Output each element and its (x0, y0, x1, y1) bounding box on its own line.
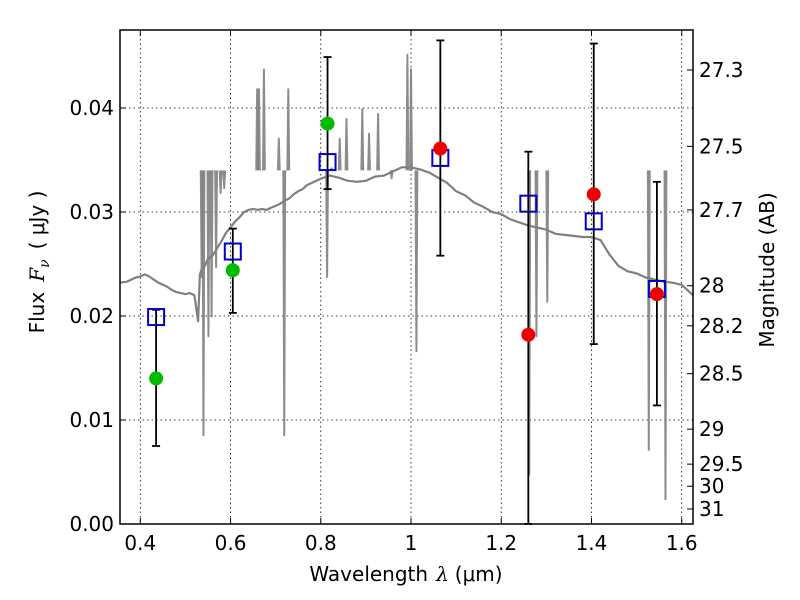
right-tick-label: 27.5 (699, 134, 744, 158)
emission-line (337, 137, 342, 171)
x-tick-label: 1.6 (666, 531, 698, 555)
hst-photometry-point (225, 263, 240, 278)
axes-ticks: 0.4 0.6 0.8 1 1.2 1.4 1.6 0.00 0.01 0.02 0.03 0.04 2… (69, 30, 744, 555)
right-tick-label: 29.5 (699, 452, 744, 476)
emission-line (209, 170, 214, 318)
ir-photometry-point (433, 141, 448, 156)
emission-line (286, 88, 291, 171)
x-tick-label: 0.4 (124, 531, 156, 555)
hst-photometry-point (320, 116, 335, 131)
y-axis-title: FluxFν( μJy ) (25, 191, 53, 334)
emission-line (344, 117, 349, 171)
y-axis-right-title: Magnitude (AB) (755, 192, 779, 347)
right-tick-label: 29 (699, 417, 724, 441)
right-tick-label: 30 (699, 474, 724, 498)
right-tick-label: 28.2 (699, 314, 744, 338)
model-photometry-square (223, 242, 242, 261)
model-photometry-square (519, 194, 538, 213)
y-tick-label: 0.01 (69, 408, 114, 432)
right-tick-label: 28.5 (699, 362, 744, 386)
emission-line (214, 170, 219, 269)
emission-line (276, 137, 281, 171)
x-tick-label: 1.2 (485, 531, 517, 555)
emission-line (201, 170, 206, 437)
y-tick-label: 0.02 (69, 304, 114, 328)
emission-line (545, 170, 550, 303)
model-photometry-square (318, 153, 337, 172)
right-tick-label: 27.7 (699, 198, 744, 222)
y-tick-label: 0.00 (69, 512, 114, 536)
emission-line (646, 170, 651, 451)
x-tick-label: 1.4 (576, 531, 608, 555)
y-tick-label: 0.04 (69, 96, 114, 120)
x-tick-label: 0.6 (215, 531, 247, 555)
x-tick-label: 0.8 (305, 531, 337, 555)
emission-line (360, 108, 365, 171)
emission-line (257, 88, 261, 171)
hst-photometry-point (149, 371, 164, 386)
ir-photometry-point (586, 187, 601, 202)
ir-photometry-point (521, 327, 536, 342)
emission-line (282, 170, 287, 437)
x-axis-title: Wavelength λ (μm) (309, 562, 502, 586)
emission-line (409, 68, 413, 171)
emission-line (218, 170, 223, 195)
data-points (147, 39, 666, 525)
emission-line (663, 170, 668, 501)
emission-line (534, 170, 539, 338)
emission-line (325, 170, 329, 278)
model-photometry-square (147, 308, 166, 327)
x-tick-label: 1 (405, 531, 418, 555)
emission-line (206, 170, 211, 338)
emission-line (405, 53, 410, 171)
emission-line (376, 112, 380, 171)
plot-frame (119, 29, 694, 525)
y-tick-label: 0.03 (69, 200, 114, 224)
model-spectrum-line (120, 166, 693, 323)
right-tick-label: 27.3 (699, 58, 744, 82)
emission-line (389, 170, 394, 180)
right-tick-label: 31 (699, 497, 724, 521)
emission-line (414, 170, 419, 353)
emission-line (367, 132, 371, 171)
emission-line (222, 170, 227, 190)
emission-line (262, 68, 266, 171)
ir-photometry-point (649, 287, 664, 302)
model-photometry-square (584, 212, 603, 231)
right-tick-label: 28 (699, 274, 724, 298)
